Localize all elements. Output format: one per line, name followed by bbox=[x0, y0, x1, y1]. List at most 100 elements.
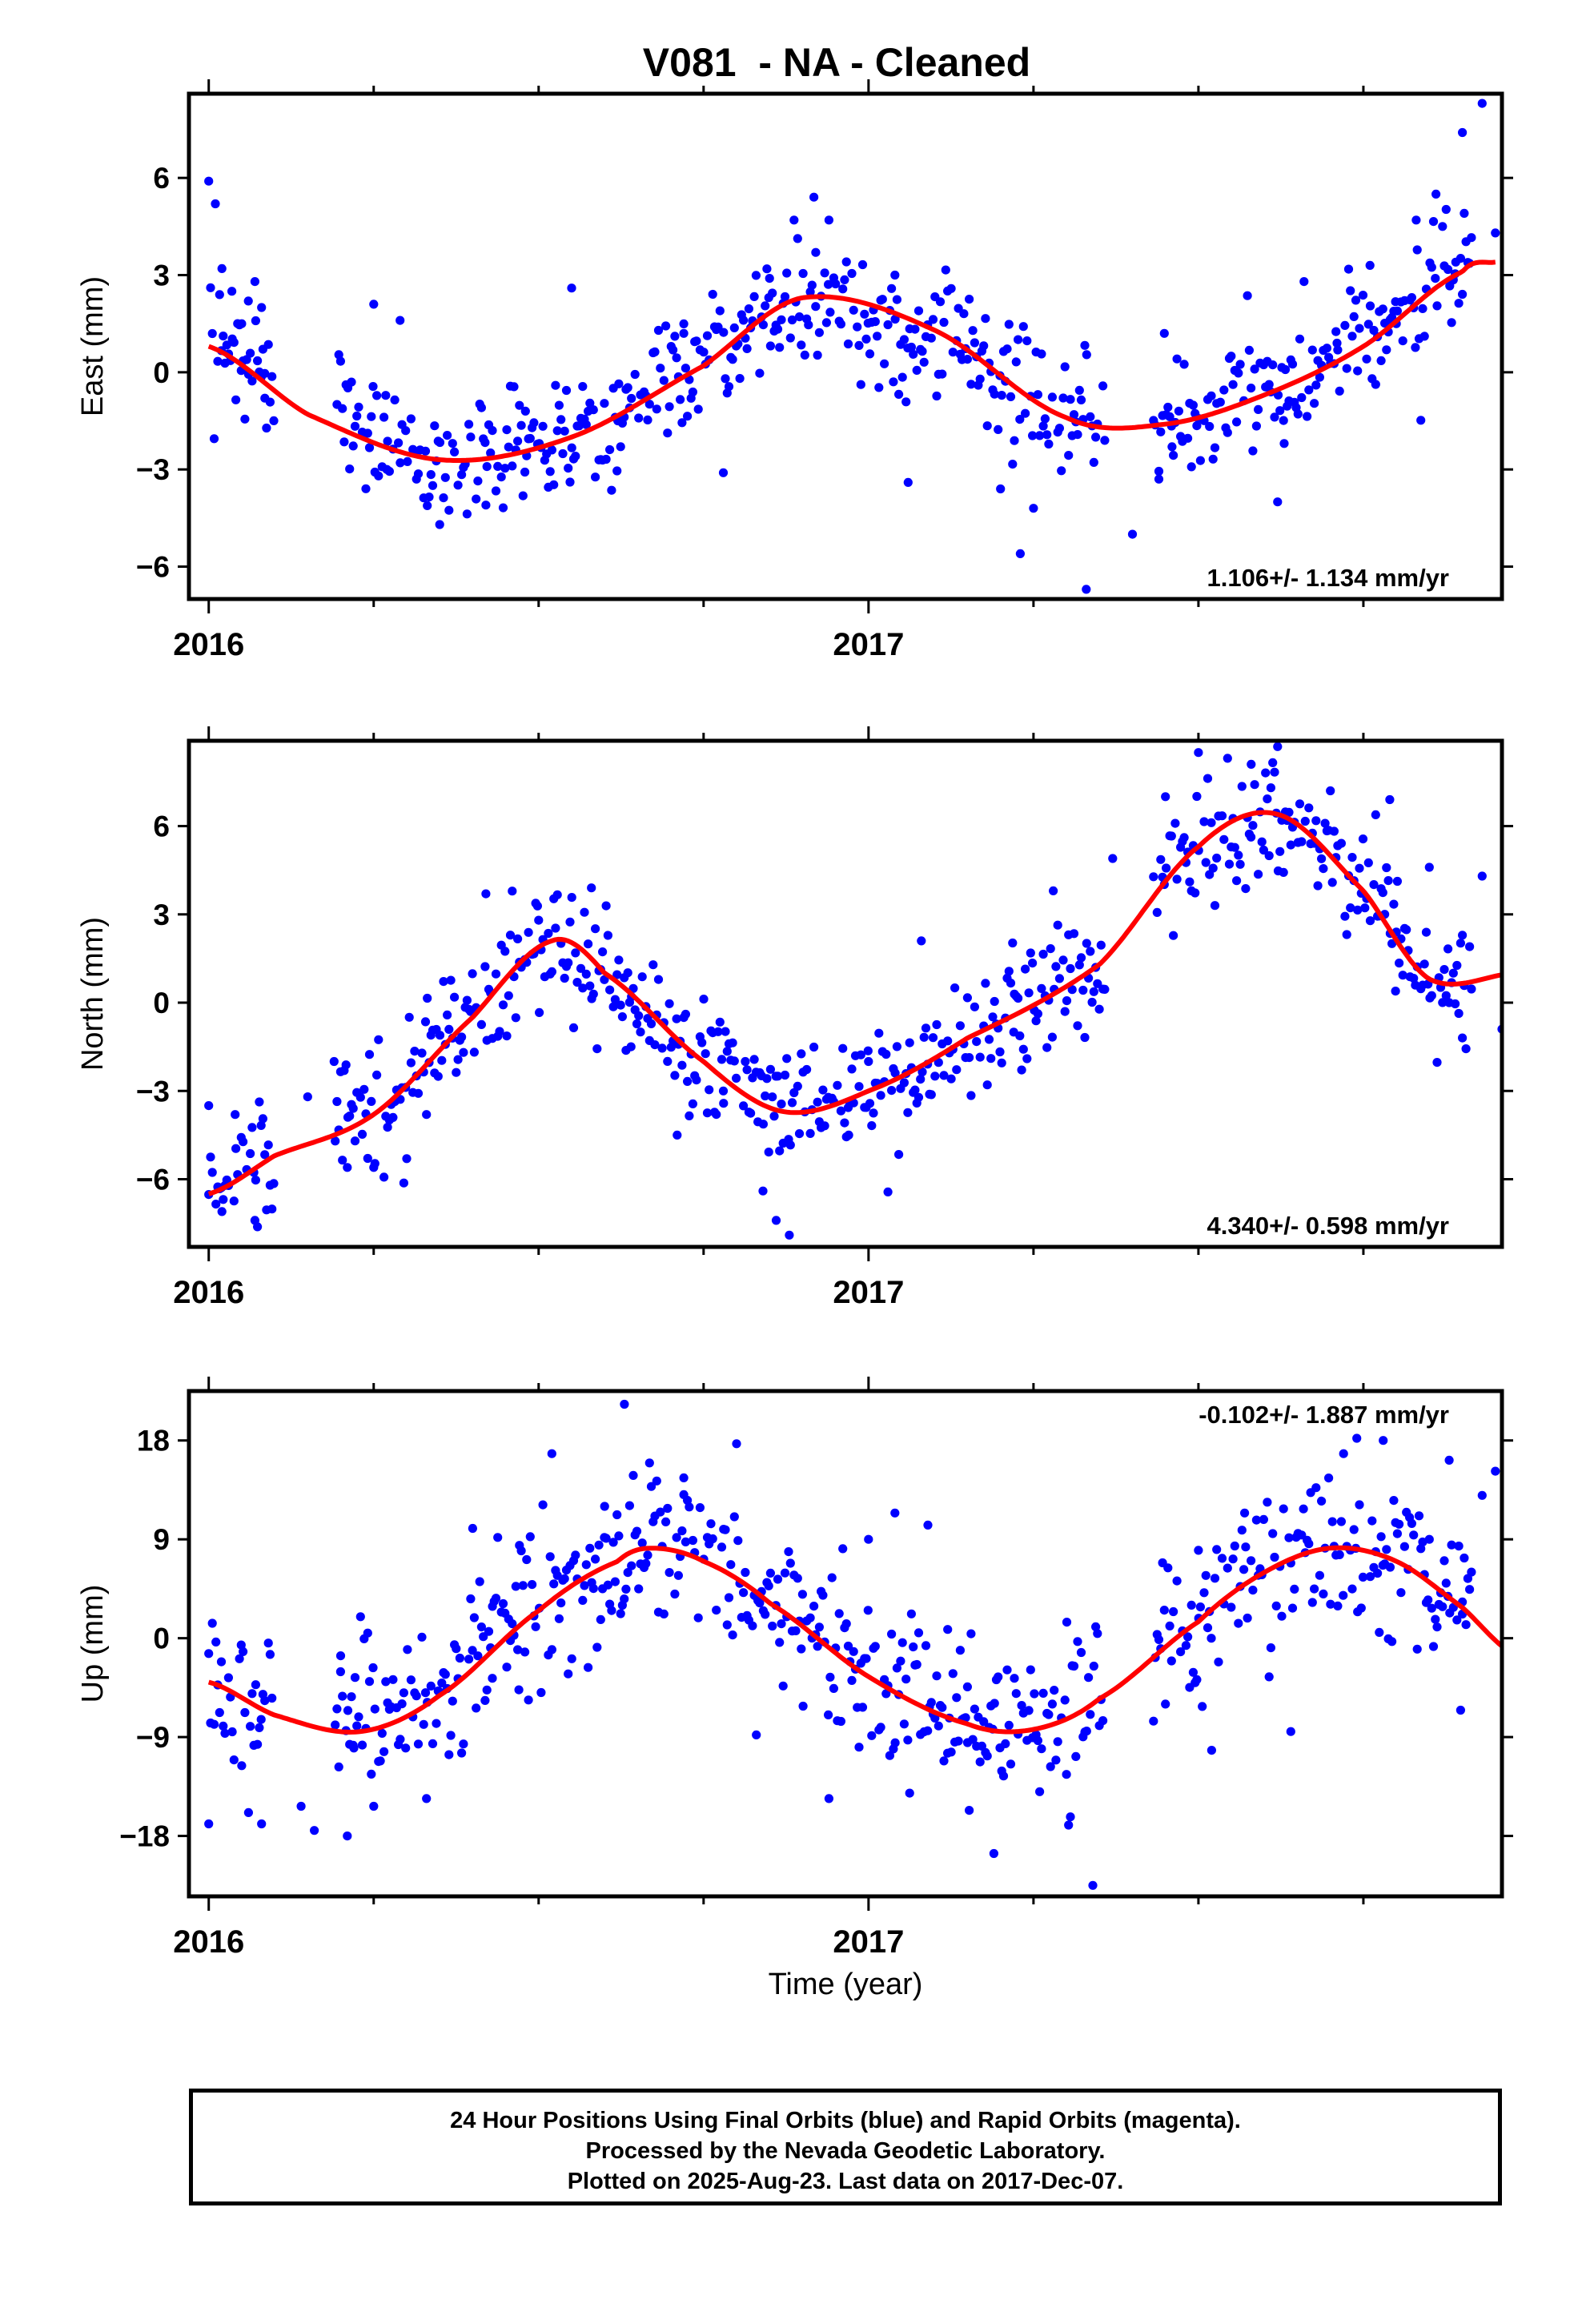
data-point bbox=[1033, 1735, 1042, 1746]
data-point bbox=[867, 1731, 877, 1740]
data-point bbox=[1286, 840, 1295, 850]
data-point bbox=[890, 1738, 900, 1747]
data-point bbox=[989, 1848, 998, 1859]
data-point bbox=[955, 1646, 965, 1655]
data-point bbox=[784, 1547, 793, 1557]
data-point bbox=[1011, 1689, 1021, 1699]
data-point bbox=[257, 1819, 267, 1829]
data-point bbox=[797, 1590, 808, 1599]
data-point bbox=[260, 1150, 270, 1160]
data-point bbox=[1264, 850, 1274, 861]
data-point bbox=[1452, 1615, 1462, 1625]
y-tick-label: 6 bbox=[153, 810, 170, 843]
data-point bbox=[1195, 1602, 1205, 1612]
data-point bbox=[1427, 263, 1436, 272]
data-point bbox=[715, 306, 725, 316]
data-point bbox=[1382, 345, 1391, 355]
data-point bbox=[883, 1187, 893, 1196]
data-point bbox=[679, 319, 689, 328]
data-point bbox=[894, 1150, 904, 1160]
data-point bbox=[972, 1037, 982, 1047]
data-point bbox=[809, 1602, 819, 1611]
data-point bbox=[1432, 1058, 1442, 1068]
data-point bbox=[335, 1667, 345, 1677]
data-point bbox=[941, 265, 950, 275]
data-point bbox=[584, 939, 593, 949]
data-point bbox=[1351, 296, 1361, 305]
data-point bbox=[1363, 858, 1373, 867]
data-point bbox=[457, 470, 467, 480]
data-point bbox=[588, 1584, 598, 1594]
data-point bbox=[1266, 783, 1275, 793]
y-axis-label: North (mm) bbox=[76, 917, 110, 1071]
data-point bbox=[508, 461, 517, 471]
data-point bbox=[857, 259, 868, 270]
data-point bbox=[890, 314, 900, 324]
data-point bbox=[256, 1715, 266, 1724]
data-point bbox=[260, 368, 270, 378]
data-point bbox=[240, 414, 250, 424]
data-point bbox=[1275, 406, 1285, 416]
data-point bbox=[1311, 380, 1321, 390]
data-point bbox=[824, 1794, 833, 1803]
data-point bbox=[1355, 324, 1364, 333]
data-point bbox=[1452, 960, 1462, 971]
data-point bbox=[581, 1560, 591, 1570]
data-point bbox=[1511, 1057, 1520, 1066]
data-point bbox=[865, 1099, 875, 1108]
data-point bbox=[508, 1619, 517, 1629]
data-point bbox=[1315, 372, 1324, 382]
data-point bbox=[1250, 364, 1259, 374]
data-point bbox=[239, 1647, 248, 1656]
data-point bbox=[1060, 1007, 1070, 1016]
data-point bbox=[909, 349, 918, 359]
data-point bbox=[215, 290, 224, 300]
data-point bbox=[692, 336, 701, 346]
data-point bbox=[1066, 1812, 1075, 1822]
data-point bbox=[864, 1056, 873, 1067]
data-point bbox=[962, 1738, 973, 1747]
data-point bbox=[428, 1739, 438, 1748]
data-point bbox=[560, 1574, 569, 1583]
data-point bbox=[1369, 880, 1379, 890]
data-point bbox=[952, 1693, 962, 1703]
data-point bbox=[1004, 967, 1014, 976]
data-point bbox=[712, 1110, 721, 1120]
data-point bbox=[1062, 996, 1072, 1006]
data-point bbox=[948, 1669, 958, 1679]
data-point bbox=[544, 928, 553, 939]
data-point bbox=[600, 1502, 609, 1511]
data-point bbox=[789, 215, 799, 225]
data-point bbox=[410, 1047, 420, 1056]
data-point bbox=[524, 927, 533, 937]
data-point bbox=[764, 1148, 773, 1157]
data-point bbox=[966, 1091, 976, 1100]
data-point bbox=[961, 1713, 970, 1723]
data-point bbox=[350, 421, 360, 431]
y-tick-label: −6 bbox=[136, 1163, 170, 1196]
data-point bbox=[1411, 343, 1420, 352]
data-point bbox=[1392, 306, 1402, 316]
data-point bbox=[634, 413, 644, 423]
data-point bbox=[798, 268, 808, 279]
data-point bbox=[1084, 1673, 1094, 1683]
data-point bbox=[693, 404, 703, 414]
data-point bbox=[1053, 1737, 1062, 1747]
data-point bbox=[536, 1687, 546, 1698]
data-point bbox=[877, 295, 887, 304]
data-point bbox=[794, 1129, 805, 1139]
data-point bbox=[1017, 1701, 1026, 1711]
data-point bbox=[984, 1035, 994, 1044]
data-point bbox=[1179, 833, 1189, 842]
data-point bbox=[574, 421, 584, 431]
data-point bbox=[1273, 497, 1283, 507]
data-point bbox=[396, 458, 405, 468]
data-point bbox=[235, 1654, 244, 1663]
data-point bbox=[468, 1646, 477, 1655]
data-point bbox=[1346, 286, 1355, 296]
data-point bbox=[443, 431, 452, 440]
data-point bbox=[396, 316, 405, 325]
data-point bbox=[1038, 949, 1048, 959]
data-point bbox=[578, 382, 588, 392]
data-point bbox=[534, 915, 544, 925]
